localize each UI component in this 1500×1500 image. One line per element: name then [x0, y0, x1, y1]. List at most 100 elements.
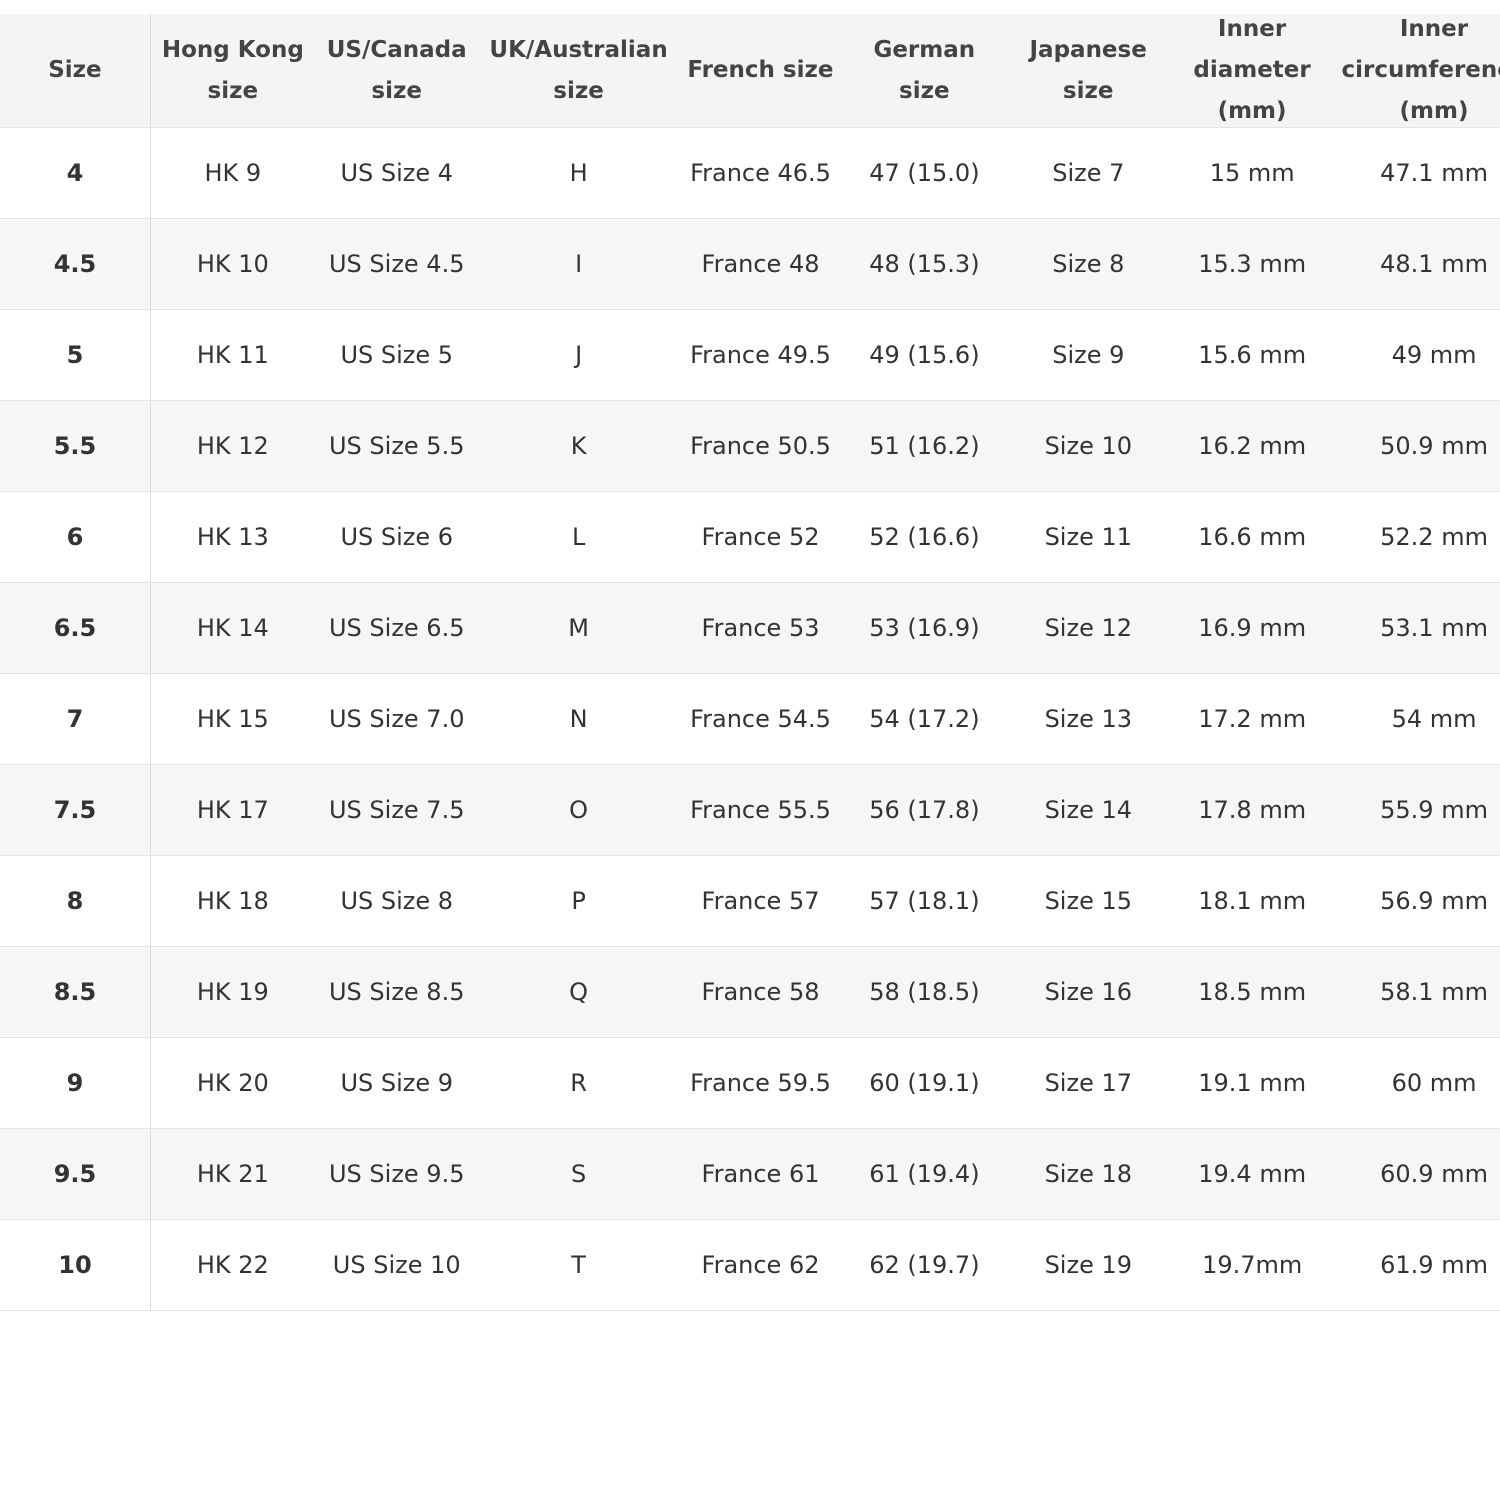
table-cell: US Size 6.5: [328, 614, 465, 642]
table-cell: HK 21: [196, 1160, 269, 1188]
table-cell: 47 (15.0): [869, 159, 980, 187]
table-cell: 49 (15.6): [869, 341, 980, 369]
table-cell: 57 (18.1): [869, 887, 980, 915]
table-cell: 15.6 mm: [1198, 341, 1307, 369]
table-cell: M: [568, 614, 589, 642]
table-cell: US Size 10: [332, 1251, 461, 1279]
table-cell: France 59.5: [690, 1069, 831, 1097]
table-cell: 8.5: [0, 947, 151, 1037]
table-cell: France 52: [701, 523, 820, 551]
table-cell: Size 11: [1044, 523, 1132, 551]
table-cell: HK 18: [196, 887, 269, 915]
table-cell: 16.6 mm: [1198, 523, 1307, 551]
table-cell: R: [570, 1069, 587, 1097]
table-cell: 18.5 mm: [1198, 978, 1307, 1006]
table-cell: HK 17: [196, 796, 269, 824]
table-row: 7 HK 15 US Size 7.0 N France 54.5 54 (17.2) Si…: [0, 674, 1500, 765]
table-cell: Size 10: [1044, 432, 1132, 460]
table-cell: 61.9 mm: [1380, 1251, 1488, 1279]
table-cell: HK 22: [196, 1251, 269, 1279]
header-cell: Inner circumference (mm): [1341, 16, 1500, 124]
table-cell: France 61: [701, 1160, 820, 1188]
table-cell: J: [575, 341, 583, 369]
table-cell: 55.9 mm: [1380, 796, 1488, 824]
table-cell: 16.2 mm: [1198, 432, 1307, 460]
table-cell: 15.3 mm: [1198, 250, 1307, 278]
table-cell: Size 14: [1044, 796, 1132, 824]
table-cell: 5.5: [0, 401, 151, 491]
table-row: 6.5 HK 14 US Size 6.5 M France 53 53 (16.9) Si…: [0, 583, 1500, 674]
table-cell: 52 (16.6): [869, 523, 980, 551]
table-row: 5.5 HK 12 US Size 5.5 K France 50.5 51 (16.2)…: [0, 401, 1500, 492]
table-cell: 9.5: [0, 1129, 151, 1219]
table-cell: 56 (17.8): [869, 796, 980, 824]
table-cell: 18.1 mm: [1198, 887, 1307, 915]
header-cell: Size: [0, 14, 151, 127]
table-cell: France 55.5: [690, 796, 831, 824]
table-cell: Size 16: [1044, 978, 1132, 1006]
table-cell: US Size 9.5: [328, 1160, 465, 1188]
table-cell: 10: [0, 1220, 151, 1310]
table-cell: 16.9 mm: [1198, 614, 1307, 642]
table-cell: France 49.5: [690, 341, 831, 369]
table-row: 9 HK 20 US Size 9 R France 59.5 60 (19.1) Size…: [0, 1038, 1500, 1129]
table-cell: 7.5: [0, 765, 151, 855]
table-cell: 48.1 mm: [1380, 250, 1488, 278]
table-cell: T: [571, 1251, 586, 1279]
table-cell: US Size 4.5: [328, 250, 465, 278]
table-cell: France 54.5: [690, 705, 831, 733]
table-cell: HK 20: [196, 1069, 269, 1097]
table-cell: 17.8 mm: [1198, 796, 1307, 824]
table-cell: 17.2 mm: [1198, 705, 1307, 733]
table-cell: US Size 5: [340, 341, 454, 369]
table-cell: Size 19: [1044, 1251, 1132, 1279]
table-cell: 54 mm: [1391, 705, 1477, 733]
table-cell: France 48: [701, 250, 820, 278]
table-cell: 60.9 mm: [1380, 1160, 1488, 1188]
table-cell: HK 12: [196, 432, 269, 460]
table-cell: France 53: [701, 614, 820, 642]
table-cell: 49 mm: [1391, 341, 1477, 369]
table-cell: Size 18: [1044, 1160, 1132, 1188]
table-cell: 53.1 mm: [1380, 614, 1488, 642]
header-cell: French size: [687, 57, 834, 83]
table-row: 10 HK 22 US Size 10 T France 62 62 (19.7) Size…: [0, 1220, 1500, 1311]
table-cell: H: [569, 159, 588, 187]
table-cell: HK 19: [196, 978, 269, 1006]
header-cell: German size: [873, 36, 976, 104]
table-row: 6 HK 13 US Size 6 L France 52 52 (16.6) Size 1…: [0, 492, 1500, 583]
table-cell: France 57: [701, 887, 820, 915]
table-row: 8 HK 18 US Size 8 P France 57 57 (18.1) Size 1…: [0, 856, 1500, 947]
header-cell: Japanese size: [1029, 36, 1147, 104]
header-cell: Inner diameter (mm): [1193, 16, 1311, 124]
table-cell: 4: [0, 128, 151, 218]
table-cell: 53 (16.9): [869, 614, 980, 642]
table-cell: 58 (18.5): [869, 978, 980, 1006]
table-cell: 6.5: [0, 583, 151, 673]
table-cell: P: [571, 887, 586, 915]
table-cell: France 58: [701, 978, 820, 1006]
table-cell: 48 (15.3): [869, 250, 980, 278]
table-cell: 7: [0, 674, 151, 764]
table-cell: 61 (19.4): [869, 1160, 980, 1188]
table-cell: 54 (17.2): [869, 705, 980, 733]
table-cell: US Size 7.5: [328, 796, 465, 824]
header-row: Size Hong Kong size US/Canada size UK/Austr…: [0, 14, 1500, 128]
table-cell: France 46.5: [690, 159, 831, 187]
table-cell: HK 13: [196, 523, 269, 551]
table-row: 9.5 HK 21 US Size 9.5 S France 61 61 (19.4) Si…: [0, 1129, 1500, 1220]
table-cell: HK 9: [204, 159, 262, 187]
table-cell: 8: [0, 856, 151, 946]
table-cell: O: [569, 796, 589, 824]
table-cell: K: [570, 432, 587, 460]
table-row: 8.5 HK 19 US Size 8.5 Q France 58 58 (18.5) Si…: [0, 947, 1500, 1038]
table-cell: 58.1 mm: [1380, 978, 1488, 1006]
table-cell: US Size 5.5: [328, 432, 465, 460]
table-cell: Size 8: [1052, 250, 1125, 278]
table-cell: US Size 8.5: [328, 978, 465, 1006]
table-cell: 62 (19.7): [869, 1251, 980, 1279]
table-row: 7.5 HK 17 US Size 7.5 O France 55.5 56 (17.8)…: [0, 765, 1500, 856]
table-cell: L: [571, 523, 586, 551]
table-cell: US Size 4: [340, 159, 454, 187]
table-row: 4 HK 9 US Size 4 H France 46.5 47 (15.0) Size …: [0, 128, 1500, 219]
